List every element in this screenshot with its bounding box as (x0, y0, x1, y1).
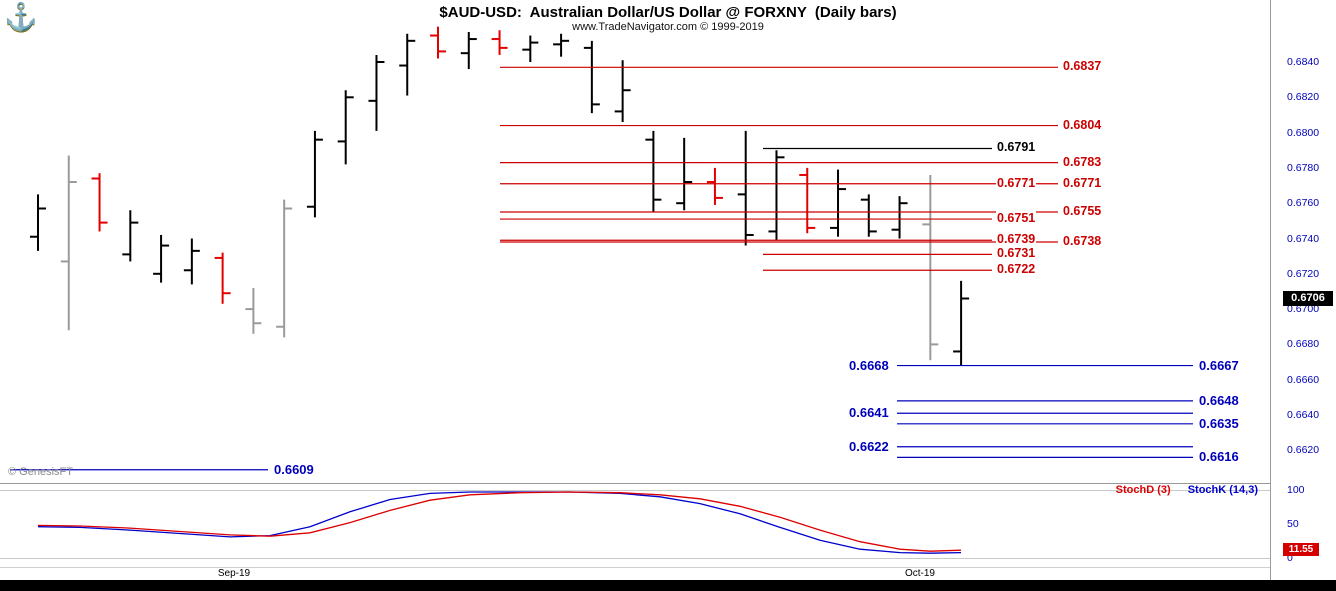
ohlc-bar (737, 130, 754, 246)
ohlc-bar (553, 33, 570, 57)
stoch-axis-tick: 0 (1287, 552, 1293, 564)
ohlc-bar (860, 194, 877, 237)
price-axis-tick: 0.6660 (1287, 373, 1320, 386)
stoch-gridline-0 (0, 558, 1270, 559)
price-axis[interactable]: 0.6840 0.6820 0.6800 0.6780 0.6760 0.6740 0.67… (1270, 0, 1336, 580)
time-axis-label: Sep-19 (217, 568, 251, 579)
ohlc-bar (768, 150, 785, 241)
ohlc-bar (830, 169, 847, 237)
ohlc-bar (153, 234, 170, 283)
stochd-legend-label[interactable]: StochD (3) (1115, 484, 1171, 496)
stoch-curve (37, 491, 962, 552)
price-axis-tick: 0.6720 (1287, 267, 1320, 280)
ohlc-bar (245, 287, 262, 334)
anchor-logo-icon: ⚓ (4, 2, 38, 32)
ohlc-bar (91, 173, 108, 232)
stoch-panel-divider (0, 483, 1270, 484)
ohlc-bar (214, 252, 231, 304)
price-axis-tick: 0.6780 (1287, 161, 1320, 174)
stoch-panel-bottom-border (0, 567, 1270, 568)
ohlc-bar (399, 33, 416, 96)
chart-subtitle: www.TradeNavigator.com © 1999-2019 (572, 21, 764, 33)
stoch-curve (37, 491, 962, 554)
time-axis-label: Oct-19 (904, 568, 935, 579)
stoch-gridline-100 (0, 490, 1270, 491)
price-axis-tick: 0.6840 (1287, 56, 1320, 68)
ohlc-bar (614, 60, 631, 123)
price-axis-tick: 0.6760 (1287, 197, 1320, 210)
ohlc-bar (368, 54, 385, 131)
ohlc-bar (183, 238, 200, 285)
stoch-axis-tick: 100 (1287, 484, 1305, 496)
ohlc-bar (30, 194, 46, 251)
ohlc-bar (583, 40, 600, 114)
ohlc-bar (460, 31, 477, 70)
price-axis-tick: 0.6680 (1287, 338, 1320, 351)
stoch-legend: StochD (3) StochK (14,3) (1102, 484, 1258, 496)
ohlc-bar (891, 196, 908, 239)
stoch-value-badge: 11.55 (1283, 543, 1319, 557)
price-axis-tick: 0.6640 (1287, 409, 1320, 421)
ohlc-bar (922, 174, 939, 361)
ohlc-bar (306, 130, 323, 218)
stochk-legend-label[interactable]: StochK (14,3) (1187, 484, 1258, 496)
genesis-watermark: © GenesisFT (8, 466, 73, 478)
chart-title: $AUD-USD: Australian Dollar/US Dollar @ … (439, 4, 897, 21)
last-price-badge: 0.6706 (1283, 290, 1333, 306)
ohlc-bar (276, 199, 293, 338)
ohlc-bar (645, 130, 662, 213)
ohlc-bar (60, 155, 77, 331)
ohlc-bar (522, 35, 539, 62)
ohlc-bar (122, 210, 139, 262)
price-axis-tick: 0.6820 (1287, 91, 1320, 104)
ohlc-bar (799, 167, 816, 234)
bottom-scrollbar[interactable] (0, 580, 1336, 591)
price-axis-tick: 0.6620 (1287, 444, 1320, 457)
price-axis-tick: 0.6740 (1287, 232, 1320, 245)
ohlc-bar (337, 90, 354, 165)
price-axis-tick: 0.6800 (1287, 126, 1320, 139)
ohlc-bar (491, 30, 508, 55)
ohlc-bar (676, 137, 693, 211)
ohlc-bar (706, 167, 723, 205)
price-axis-tick: 0.6700 (1287, 303, 1320, 316)
stoch-axis-tick: 50 (1287, 518, 1299, 530)
price-chart-canvas[interactable] (0, 0, 1270, 580)
ohlc-bar (953, 280, 970, 366)
ohlc-bar (430, 26, 447, 59)
